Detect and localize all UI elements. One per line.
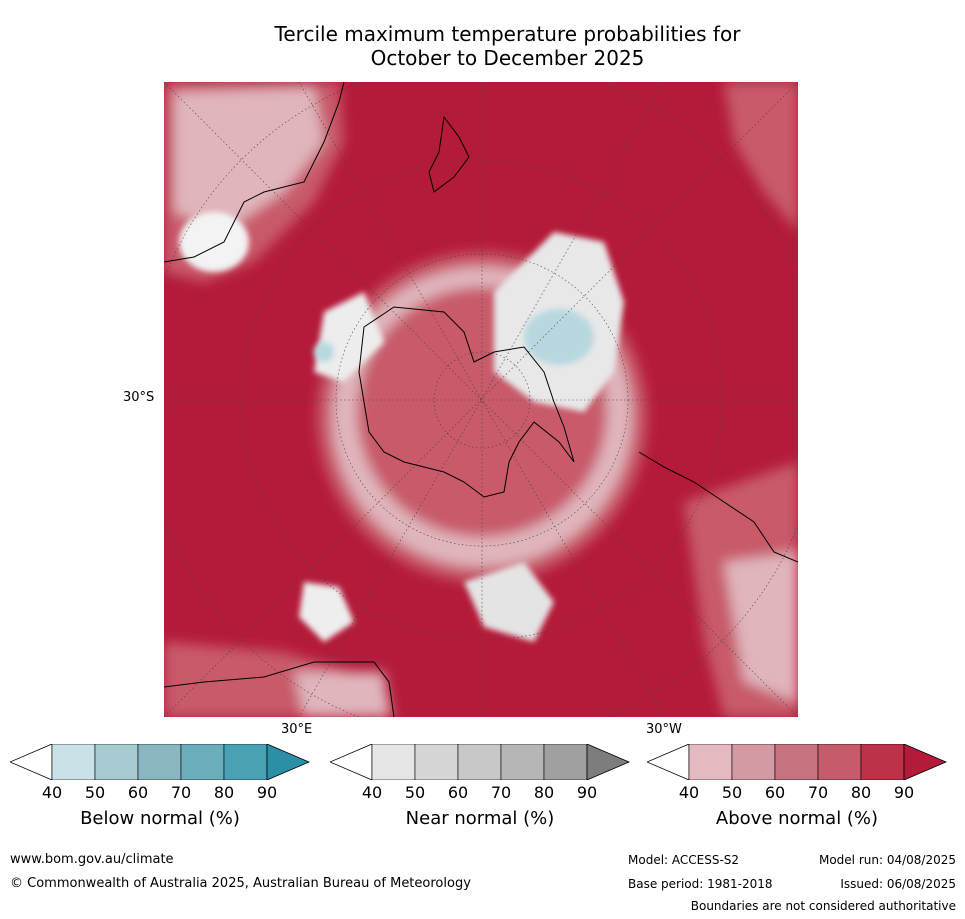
- near-bin-1: [414, 744, 459, 780]
- above-tick-50: 50: [721, 783, 743, 802]
- below-tick-70: 70: [170, 783, 192, 802]
- below-bin-1: [94, 744, 139, 780]
- near-tick-60: 60: [447, 783, 469, 802]
- near-tick-90: 90: [576, 783, 598, 802]
- above-tick-90: 90: [893, 783, 915, 802]
- near-bin-2: [457, 744, 502, 780]
- above-bin-3: [817, 744, 862, 780]
- antarctica-coast: [358, 306, 575, 498]
- below-extend-low: [10, 744, 53, 780]
- near-extend-high: [586, 744, 631, 780]
- australia-coast: [164, 82, 345, 263]
- model-run-text: Model run: 04/08/2025: [818, 853, 956, 867]
- near-bin-4: [543, 744, 588, 780]
- near-tick-80: 80: [533, 783, 555, 802]
- africa-coast: [164, 661, 395, 717]
- near-tick-40: 40: [361, 783, 383, 802]
- above-tick-40: 40: [678, 783, 700, 802]
- below-normal-regions: [314, 309, 594, 365]
- copyright-text: © Commonwealth of Australia 2025, Austra…: [10, 876, 471, 891]
- below-bin-4: [223, 744, 268, 780]
- above-bin-2: [774, 744, 819, 780]
- below-tick-40: 40: [41, 783, 63, 802]
- below-normal-label: Below normal (%): [80, 808, 240, 829]
- map-svg: [164, 82, 798, 717]
- colorbar-below: [10, 744, 310, 780]
- below-tick-60: 60: [127, 783, 149, 802]
- above-tick-80: 80: [850, 783, 872, 802]
- below-tick-80: 80: [213, 783, 235, 802]
- near-normal-label: Near normal (%): [405, 808, 555, 829]
- near-normal-regions: [179, 212, 624, 642]
- above-bin-0: [688, 744, 733, 780]
- above-extend-low: [647, 744, 690, 780]
- near-extend-low: [330, 744, 373, 780]
- lon-label-30e: 30°E: [281, 722, 313, 737]
- issued-text: Issued: 06/08/2025: [840, 877, 956, 891]
- colorbar-above: [647, 744, 947, 780]
- above-normal-label: Above normal (%): [715, 808, 879, 829]
- near-bin-0: [371, 744, 416, 780]
- above-tick-60: 60: [764, 783, 786, 802]
- below-tick-50: 50: [84, 783, 106, 802]
- below-extend-high: [266, 744, 310, 780]
- near-bin-3: [500, 744, 545, 780]
- website-link[interactable]: www.bom.gov.au/climate: [10, 852, 174, 867]
- polar-map: [164, 82, 798, 717]
- new-zealand-coast: [428, 115, 470, 193]
- graticule: [164, 82, 798, 717]
- below-tick-90: 90: [256, 783, 278, 802]
- model-text: Model: ACCESS-S2: [628, 853, 740, 867]
- above-extend-high: [903, 744, 947, 780]
- base-period-text: Base period: 1981-2018: [628, 877, 773, 891]
- below-bin-0: [51, 744, 96, 780]
- below-bin-2: [137, 744, 182, 780]
- lon-label-30w: 30°W: [646, 722, 682, 737]
- disclaimer-text: Boundaries are not considered authoritat…: [690, 899, 956, 913]
- chart-title: Tercile maximum temperature probabilitie…: [160, 22, 855, 70]
- above-bin-4: [860, 744, 905, 780]
- near-tick-70: 70: [490, 783, 512, 802]
- lat-label-30s: 30°S: [123, 390, 155, 405]
- title-line-1: Tercile maximum temperature probabilitie…: [274, 22, 741, 46]
- colorbar-near: [330, 744, 631, 780]
- near-tick-50: 50: [404, 783, 426, 802]
- title-line-2: October to December 2025: [370, 46, 645, 70]
- above-bin-1: [731, 744, 776, 780]
- below-bin-3: [180, 744, 225, 780]
- above-tick-70: 70: [807, 783, 829, 802]
- coastlines: [164, 82, 798, 717]
- south-america-coast: [638, 451, 798, 563]
